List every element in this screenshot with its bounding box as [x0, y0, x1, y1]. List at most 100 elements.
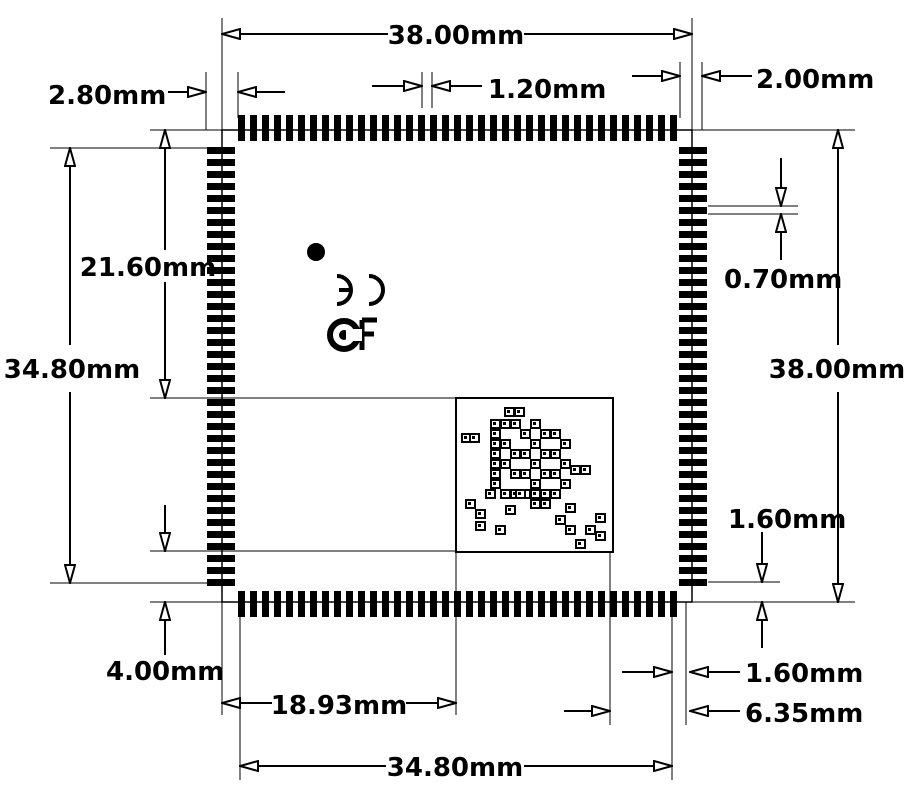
- component-dot: [543, 492, 546, 495]
- pad: [622, 115, 629, 141]
- pad: [207, 171, 235, 178]
- pad: [658, 115, 665, 141]
- pad: [207, 519, 235, 526]
- pad: [207, 267, 235, 274]
- pad: [207, 531, 235, 538]
- pad: [207, 159, 235, 166]
- pad: [207, 243, 235, 250]
- component-dot: [493, 442, 496, 445]
- component-dot: [598, 516, 601, 519]
- component-dot: [503, 462, 506, 465]
- pad: [430, 115, 437, 141]
- pad: [286, 115, 293, 141]
- pad: [679, 243, 707, 250]
- pad: [207, 231, 235, 238]
- pad: [207, 195, 235, 202]
- pad: [679, 351, 707, 358]
- pad: [250, 591, 257, 617]
- pad: [679, 195, 707, 202]
- pad: [382, 591, 389, 617]
- pad: [562, 115, 569, 141]
- pad: [490, 115, 497, 141]
- component-dot: [543, 452, 546, 455]
- pad: [679, 507, 707, 514]
- component-dot: [533, 462, 536, 465]
- pad: [207, 291, 235, 298]
- pad: [502, 115, 509, 141]
- pad: [262, 591, 269, 617]
- left-pads: [207, 147, 235, 586]
- pad: [207, 219, 235, 226]
- pad: [679, 375, 707, 382]
- pad: [418, 115, 425, 141]
- pad: [238, 591, 245, 617]
- dim-bottom-edge-offset: 6.35mm: [745, 699, 863, 729]
- pad: [550, 591, 557, 617]
- pad: [646, 591, 653, 617]
- component-dot: [583, 468, 586, 471]
- ce-mark: [336, 274, 385, 306]
- pad: [679, 399, 707, 406]
- component-dot: [518, 492, 521, 495]
- pad: [207, 327, 235, 334]
- pad: [679, 423, 707, 430]
- pad: [679, 315, 707, 322]
- pad: [679, 435, 707, 442]
- pad: [370, 591, 377, 617]
- dim-pad-width-right: 1.60mm: [728, 505, 846, 535]
- pad: [679, 363, 707, 370]
- pad: [586, 115, 593, 141]
- component-dot: [568, 506, 571, 509]
- pad: [679, 255, 707, 262]
- pad: [358, 115, 365, 141]
- right-pads: [679, 147, 707, 586]
- component-dot: [498, 528, 501, 531]
- component-dot: [553, 452, 556, 455]
- component-dot: [513, 492, 516, 495]
- pad: [207, 363, 235, 370]
- pad: [679, 567, 707, 574]
- pad: [679, 543, 707, 550]
- component-dot: [533, 492, 536, 495]
- pad: [207, 351, 235, 358]
- component-dot: [558, 518, 561, 521]
- component-dot: [507, 410, 510, 413]
- component-dot: [578, 542, 581, 545]
- pad: [442, 115, 449, 141]
- pad: [207, 555, 235, 562]
- pad: [679, 219, 707, 226]
- dim-right-height: 38.00mm: [769, 355, 905, 385]
- pad: [610, 115, 617, 141]
- pad: [207, 411, 235, 418]
- pad: [679, 411, 707, 418]
- pad: [207, 303, 235, 310]
- pad: [207, 543, 235, 550]
- pad: [207, 207, 235, 214]
- pad: [334, 115, 341, 141]
- pad: [382, 115, 389, 141]
- pad: [679, 495, 707, 502]
- pad: [394, 591, 401, 617]
- dim-bottom-width: 34.80mm: [387, 753, 523, 783]
- pad: [538, 115, 545, 141]
- pad: [622, 591, 629, 617]
- pad: [406, 115, 413, 141]
- pad: [262, 115, 269, 141]
- dim-bottom-left-offset: 4.00mm: [106, 657, 224, 687]
- component-dot: [478, 512, 481, 515]
- pad: [679, 267, 707, 274]
- pad: [526, 115, 533, 141]
- pad: [526, 591, 533, 617]
- component-dot: [523, 472, 526, 475]
- pad: [679, 447, 707, 454]
- pad: [286, 591, 293, 617]
- pad: [514, 591, 521, 617]
- component-dot: [533, 422, 536, 425]
- pad: [207, 279, 235, 286]
- component-dot: [513, 472, 516, 475]
- pad: [454, 591, 461, 617]
- pad: [207, 375, 235, 382]
- dim-left-inner-height: 21.60mm: [80, 253, 216, 283]
